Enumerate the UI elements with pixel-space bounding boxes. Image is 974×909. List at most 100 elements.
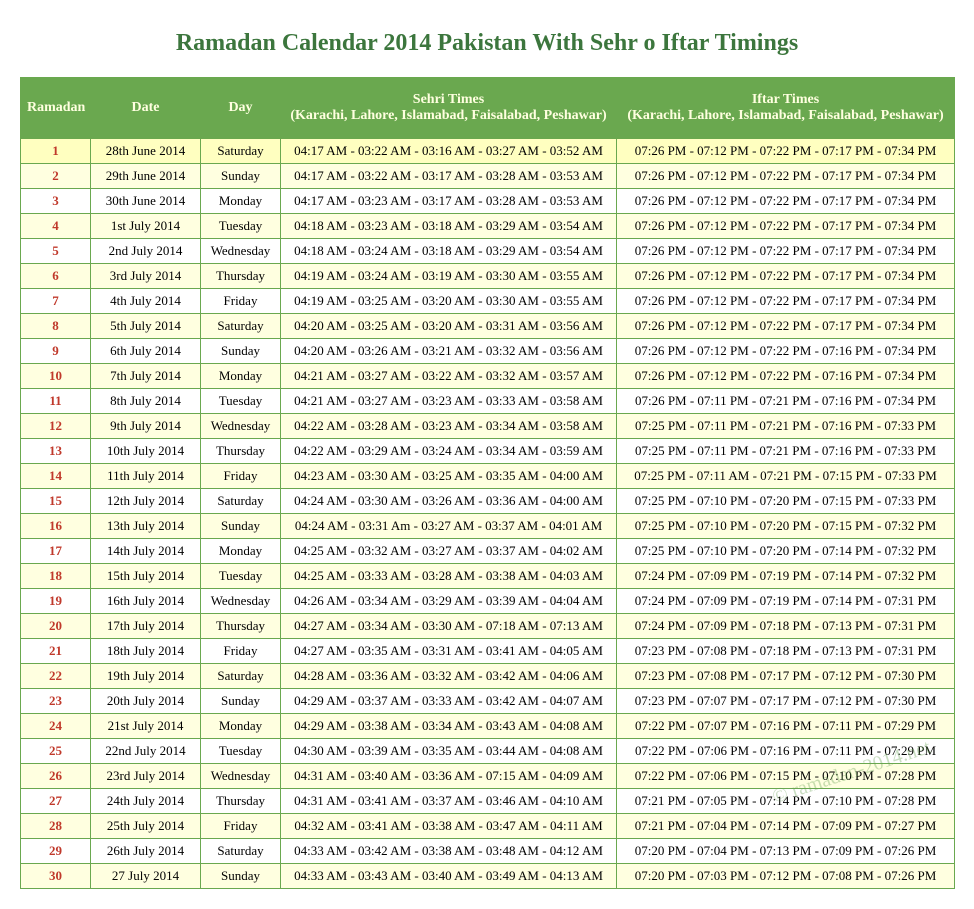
cell-ramadan: 8 [21,314,91,339]
cell-sehri: 04:32 AM - 03:41 AM - 03:38 AM - 03:47 A… [281,814,617,839]
table-row: 1512th July 2014Saturday04:24 AM - 03:30… [21,489,955,514]
cell-ramadan: 16 [21,514,91,539]
cell-sehri: 04:28 AM - 03:36 AM - 03:32 AM - 03:42 A… [281,664,617,689]
cell-ramadan: 3 [21,189,91,214]
cell-date: 17th July 2014 [91,614,201,639]
col-header-day: Day [201,78,281,139]
cell-date: 11th July 2014 [91,464,201,489]
table-row: 1815th July 2014Tuesday04:25 AM - 03:33 … [21,564,955,589]
table-body: 128th June 2014Saturday04:17 AM - 03:22 … [21,139,955,889]
cell-ramadan: 26 [21,764,91,789]
cell-date: 21st July 2014 [91,714,201,739]
cell-iftar: 07:24 PM - 07:09 PM - 07:18 PM - 07:13 P… [617,614,955,639]
cell-iftar: 07:24 PM - 07:09 PM - 07:19 PM - 07:14 P… [617,564,955,589]
cell-iftar: 07:21 PM - 07:05 PM - 07:14 PM - 07:10 P… [617,789,955,814]
cell-iftar: 07:26 PM - 07:12 PM - 07:22 PM - 07:17 P… [617,264,955,289]
cell-date: 20th July 2014 [91,689,201,714]
cell-date: 6th July 2014 [91,339,201,364]
col-header-sehri: Sehri Times (Karachi, Lahore, Islamabad,… [281,78,617,139]
cell-day: Wednesday [201,589,281,614]
cell-ramadan: 22 [21,664,91,689]
cell-ramadan: 9 [21,339,91,364]
cell-date: 8th July 2014 [91,389,201,414]
cell-ramadan: 5 [21,239,91,264]
cell-ramadan: 10 [21,364,91,389]
table-row: 2825th July 2014Friday04:32 AM - 03:41 A… [21,814,955,839]
cell-sehri: 04:19 AM - 03:25 AM - 03:20 AM - 03:30 A… [281,289,617,314]
table-row: 1916th July 2014Wednesday04:26 AM - 03:3… [21,589,955,614]
cell-sehri: 04:17 AM - 03:23 AM - 03:17 AM - 03:28 A… [281,189,617,214]
cell-sehri: 04:31 AM - 03:41 AM - 03:37 AM - 03:46 A… [281,789,617,814]
cell-date: 19th July 2014 [91,664,201,689]
iftar-title: Iftar Times [623,92,948,108]
cell-date: 13th July 2014 [91,514,201,539]
table-row: 1613th July 2014Sunday04:24 AM - 03:31 A… [21,514,955,539]
table-row: 2118th July 2014Friday04:27 AM - 03:35 A… [21,639,955,664]
cell-date: 26th July 2014 [91,839,201,864]
cell-ramadan: 20 [21,614,91,639]
cell-ramadan: 24 [21,714,91,739]
cell-iftar: 07:25 PM - 07:11 PM - 07:21 PM - 07:16 P… [617,414,955,439]
cell-date: 2nd July 2014 [91,239,201,264]
table-row: 107th July 2014Monday04:21 AM - 03:27 AM… [21,364,955,389]
cell-day: Friday [201,289,281,314]
cell-date: 3rd July 2014 [91,264,201,289]
cell-sehri: 04:31 AM - 03:40 AM - 03:36 AM - 07:15 A… [281,764,617,789]
ramadan-calendar-table: Ramadan Date Day Sehri Times (Karachi, L… [20,77,955,889]
table-row: 3027 July 2014Sunday04:33 AM - 03:43 AM … [21,864,955,889]
cell-day: Saturday [201,839,281,864]
table-row: 1411th July 2014Friday04:23 AM - 03:30 A… [21,464,955,489]
cell-date: 12th July 2014 [91,489,201,514]
cell-date: 9th July 2014 [91,414,201,439]
cell-ramadan: 21 [21,639,91,664]
cell-ramadan: 14 [21,464,91,489]
cell-iftar: 07:26 PM - 07:12 PM - 07:22 PM - 07:17 P… [617,314,955,339]
table-row: 96th July 2014Sunday04:20 AM - 03:26 AM … [21,339,955,364]
cell-date: 1st July 2014 [91,214,201,239]
cell-day: Monday [201,364,281,389]
cell-sehri: 04:33 AM - 03:42 AM - 03:38 AM - 03:48 A… [281,839,617,864]
cell-date: 16th July 2014 [91,589,201,614]
cell-iftar: 07:26 PM - 07:12 PM - 07:22 PM - 07:16 P… [617,364,955,389]
cell-sehri: 04:29 AM - 03:38 AM - 03:34 AM - 03:43 A… [281,714,617,739]
iftar-cities: (Karachi, Lahore, Islamabad, Faisalabad,… [623,108,948,124]
table-row: 2522nd July 2014Tuesday04:30 AM - 03:39 … [21,739,955,764]
cell-day: Saturday [201,664,281,689]
cell-sehri: 04:20 AM - 03:25 AM - 03:20 AM - 03:31 A… [281,314,617,339]
cell-date: 10th July 2014 [91,439,201,464]
cell-day: Saturday [201,489,281,514]
cell-ramadan: 28 [21,814,91,839]
cell-iftar: 07:23 PM - 07:08 PM - 07:18 PM - 07:13 P… [617,639,955,664]
cell-sehri: 04:26 AM - 03:34 AM - 03:29 AM - 03:39 A… [281,589,617,614]
cell-sehri: 04:17 AM - 03:22 AM - 03:16 AM - 03:27 A… [281,139,617,164]
cell-day: Sunday [201,339,281,364]
cell-sehri: 04:17 AM - 03:22 AM - 03:17 AM - 03:28 A… [281,164,617,189]
cell-iftar: 07:23 PM - 07:07 PM - 07:17 PM - 07:12 P… [617,689,955,714]
cell-sehri: 04:25 AM - 03:33 AM - 03:28 AM - 03:38 A… [281,564,617,589]
cell-date: 14th July 2014 [91,539,201,564]
cell-sehri: 04:25 AM - 03:32 AM - 03:27 AM - 03:37 A… [281,539,617,564]
table-row: 2017th July 2014Thursday04:27 AM - 03:34… [21,614,955,639]
table-row: 330th June 2014Monday04:17 AM - 03:23 AM… [21,189,955,214]
table-row: 2219th July 2014Saturday04:28 AM - 03:36… [21,664,955,689]
cell-iftar: 07:25 PM - 07:10 PM - 07:20 PM - 07:14 P… [617,539,955,564]
cell-iftar: 07:20 PM - 07:03 PM - 07:12 PM - 07:08 P… [617,864,955,889]
cell-ramadan: 4 [21,214,91,239]
cell-day: Friday [201,639,281,664]
cell-iftar: 07:26 PM - 07:12 PM - 07:22 PM - 07:17 P… [617,289,955,314]
cell-sehri: 04:18 AM - 03:24 AM - 03:18 AM - 03:29 A… [281,239,617,264]
cell-date: 28th June 2014 [91,139,201,164]
cell-day: Thursday [201,439,281,464]
cell-sehri: 04:23 AM - 03:30 AM - 03:25 AM - 03:35 A… [281,464,617,489]
cell-sehri: 04:20 AM - 03:26 AM - 03:21 AM - 03:32 A… [281,339,617,364]
col-header-iftar: Iftar Times (Karachi, Lahore, Islamabad,… [617,78,955,139]
cell-sehri: 04:22 AM - 03:28 AM - 03:23 AM - 03:34 A… [281,414,617,439]
cell-iftar: 07:26 PM - 07:12 PM - 07:22 PM - 07:17 P… [617,214,955,239]
cell-ramadan: 18 [21,564,91,589]
table-row: 74th July 2014Friday04:19 AM - 03:25 AM … [21,289,955,314]
cell-ramadan: 15 [21,489,91,514]
cell-sehri: 04:21 AM - 03:27 AM - 03:23 AM - 03:33 A… [281,389,617,414]
cell-day: Friday [201,464,281,489]
cell-day: Tuesday [201,564,281,589]
cell-day: Tuesday [201,389,281,414]
